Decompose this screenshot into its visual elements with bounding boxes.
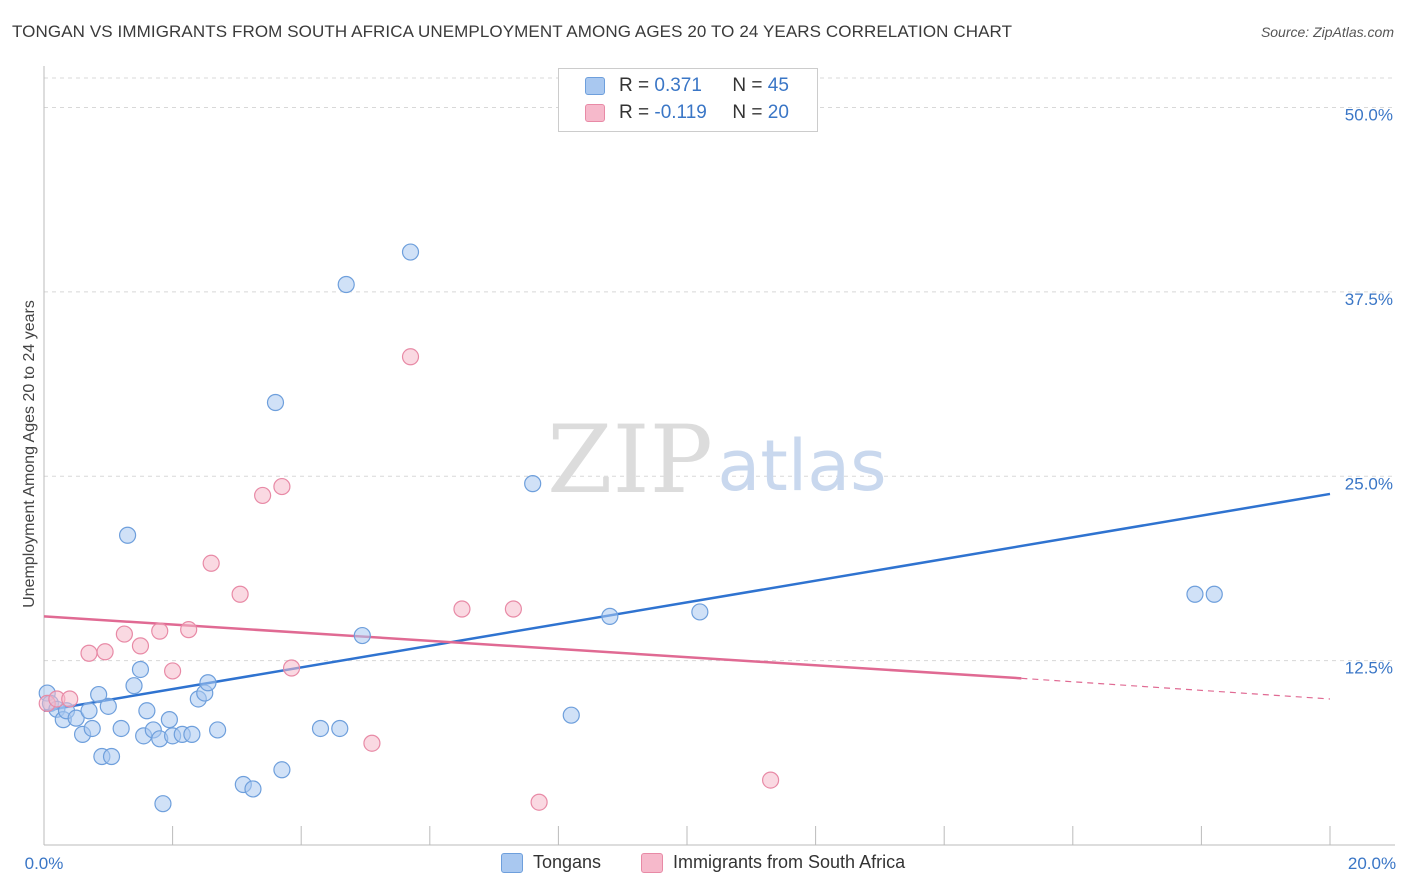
tongans-point	[102, 747, 121, 766]
tongans-point	[131, 660, 150, 679]
south-africa-point	[254, 486, 272, 505]
tongans-point	[337, 275, 355, 294]
correlation-legend: R = 0.371 N = 45 R = -0.119 N = 20	[558, 68, 818, 132]
legend-item-tongans: Tongans	[501, 852, 601, 873]
south-africa-swatch	[641, 852, 663, 873]
legend-row-tongans: R = 0.371 N = 45	[585, 74, 789, 98]
tongans-point	[273, 761, 291, 779]
tongans-point	[244, 780, 262, 798]
watermark-atlas: atlas	[717, 425, 886, 507]
tongans-point	[118, 526, 137, 544]
south-africa-point	[96, 643, 114, 661]
legend-n-value: 45	[767, 75, 789, 96]
legend-n-label: N =	[732, 102, 768, 123]
south-africa-point	[80, 644, 98, 662]
source-label: Source: ZipAtlas.com	[1260, 24, 1394, 40]
south-africa-point	[164, 662, 182, 680]
south-africa-point	[530, 793, 548, 811]
tongans-point	[183, 725, 201, 743]
tongans-point	[83, 719, 101, 738]
tongans-point	[691, 603, 709, 621]
x-tick-label: 20.0%	[1348, 854, 1396, 873]
south-africa-point	[273, 477, 291, 496]
south-africa-point	[131, 637, 150, 655]
y-tick-label: 25.0%	[1345, 474, 1393, 493]
tongans-point	[90, 685, 108, 704]
south-africa-point	[115, 625, 133, 643]
tick-labels: 12.5% 25.0% 37.5% 50.0% 0.0% 20.0%	[25, 106, 1396, 874]
tongans-point	[67, 709, 85, 727]
tongans-point	[112, 719, 130, 738]
tongans-point	[125, 677, 143, 695]
legend-r-label: R =	[619, 102, 655, 123]
tongans-point	[562, 706, 580, 724]
tongans-point	[353, 626, 371, 645]
tongans-point	[524, 475, 542, 493]
tongans-point	[80, 702, 98, 720]
tongans-swatch	[585, 77, 605, 95]
tongans-point	[1205, 585, 1223, 603]
south-africa-point	[61, 690, 79, 708]
tongans-point	[266, 393, 285, 412]
series-legend: Tongans Immigrants from South Africa	[0, 852, 1406, 878]
y-tick-label: 37.5%	[1345, 290, 1393, 309]
legend-label-tongans: Tongans	[533, 852, 602, 872]
tongans-point	[160, 711, 178, 729]
south-africa-swatch	[585, 104, 605, 122]
south-africa-point	[231, 585, 249, 603]
south-africa-trend-line	[43, 615, 1022, 680]
tongans-point	[199, 674, 217, 692]
legend-r-value: 0.371	[654, 75, 702, 96]
trend-lines	[43, 492, 1331, 713]
south-africa-point	[504, 600, 522, 618]
y-tick-label: 50.0%	[1345, 106, 1393, 125]
watermark-zip: ZIP	[547, 406, 713, 515]
legend-r-value: -0.119	[654, 102, 707, 123]
south-africa-point	[363, 734, 381, 752]
south-africa-trend-extension	[1021, 677, 1331, 700]
tongans-point	[209, 721, 227, 739]
legend-item-south-africa: Immigrants from South Africa	[641, 852, 905, 873]
south-africa-point	[761, 771, 780, 789]
legend-row-south-africa: R = -0.119 N = 20	[585, 101, 789, 125]
legend-n-value: 20	[767, 102, 789, 123]
tongans-point	[1186, 585, 1204, 603]
tongans-point	[401, 243, 420, 261]
y-axis-label: Unemployment Among Ages 20 to 24 years	[21, 300, 38, 608]
south-africa-point	[401, 348, 420, 366]
tongans-point	[99, 697, 117, 715]
chart-title: TONGAN VS IMMIGRANTS FROM SOUTH AFRICA U…	[12, 22, 1013, 41]
south-africa-point	[202, 554, 220, 572]
legend-n-label: N =	[732, 75, 768, 96]
tongans-point	[331, 719, 349, 738]
legend-r-label: R =	[619, 75, 655, 96]
tongans-swatch	[501, 852, 523, 873]
axes	[43, 66, 1395, 846]
tongans-trend-line	[43, 492, 1331, 713]
tongans-point	[311, 719, 330, 738]
x-tick-label: 0.0%	[25, 854, 64, 873]
y-tick-label: 12.5%	[1345, 659, 1393, 678]
tongans-point	[154, 795, 172, 813]
grid-lines	[44, 77, 1395, 662]
south-africa-point	[151, 622, 169, 640]
south-africa-point	[453, 600, 471, 618]
south-africa-point	[180, 621, 198, 639]
legend-label-south-africa: Immigrants from South Africa	[673, 852, 906, 872]
south-africa-point	[282, 659, 301, 677]
data-points	[38, 243, 1223, 813]
tongans-point	[601, 607, 619, 625]
watermark: ZIP atlas	[547, 406, 886, 515]
tongans-point	[138, 702, 156, 720]
